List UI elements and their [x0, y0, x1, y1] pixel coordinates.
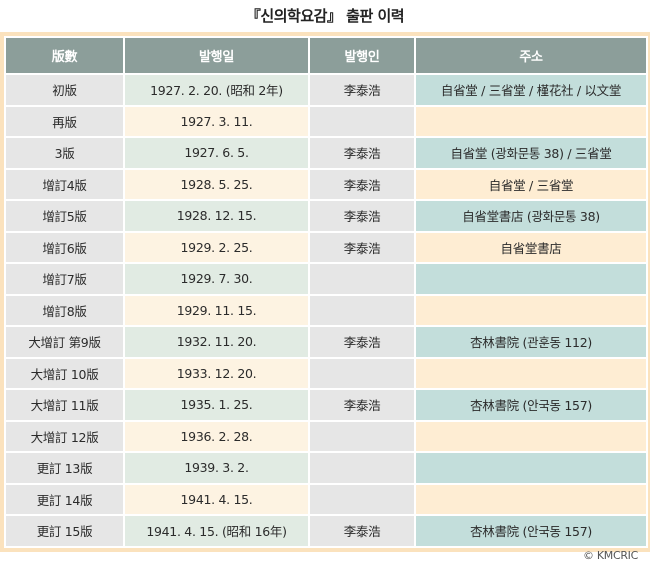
edition-cell: 再版: [6, 106, 123, 136]
date-cell: 1928. 5. 25.: [125, 169, 308, 199]
table-row: 更訂 13版 1939. 3. 2.: [6, 453, 646, 483]
address-cell: 杏林書院 (안국동 157): [416, 516, 646, 546]
publisher-cell: [310, 264, 414, 294]
table-row: 增訂6版 1929. 2. 25. 李泰浩 自省堂書店: [6, 232, 646, 262]
table-row: 大增訂 第9版 1932. 11. 20. 李泰浩 杏林書院 (관훈동 112): [6, 327, 646, 357]
header-publisher: 발행인: [310, 38, 414, 73]
table-row: 增訂5版 1928. 12. 15. 李泰浩 自省堂書店 (광화문통 38): [6, 201, 646, 231]
address-cell: [416, 264, 646, 294]
publisher-cell: 李泰浩: [310, 138, 414, 168]
date-cell: 1935. 1. 25.: [125, 390, 308, 420]
publisher-cell: [310, 106, 414, 136]
edition-cell: 大增訂 12版: [6, 421, 123, 451]
table-row: 大增訂 11版 1935. 1. 25. 李泰浩 杏林書院 (안국동 157): [6, 390, 646, 420]
edition-cell: 更訂 14版: [6, 484, 123, 514]
publisher-cell: [310, 358, 414, 388]
header-date: 발행일: [125, 38, 308, 73]
publisher-cell: [310, 421, 414, 451]
date-cell: 1927. 6. 5.: [125, 138, 308, 168]
date-cell: 1929. 11. 15.: [125, 295, 308, 325]
address-cell: 自省堂 / 三省堂 / 槿花社 / 以文堂: [416, 75, 646, 105]
table-row: 增訂7版 1929. 7. 30.: [6, 264, 646, 294]
address-cell: 自省堂 (광화문통 38) / 三省堂: [416, 138, 646, 168]
address-cell: [416, 484, 646, 514]
date-cell: 1927. 3. 11.: [125, 106, 308, 136]
address-cell: 自省堂 / 三省堂: [416, 169, 646, 199]
address-cell: [416, 421, 646, 451]
page-title: 『신의학요감』 출판 이력: [245, 7, 405, 25]
table-row: 再版 1927. 3. 11.: [6, 106, 646, 136]
table-header-row: 版數 발행일 발행인 주소: [6, 38, 646, 73]
publisher-cell: 李泰浩: [310, 516, 414, 546]
date-cell: 1932. 11. 20.: [125, 327, 308, 357]
edition-cell: 大增訂 第9版: [6, 327, 123, 357]
publisher-cell: 李泰浩: [310, 201, 414, 231]
date-cell: 1941. 4. 15.: [125, 484, 308, 514]
table-row: 更訂 15版 1941. 4. 15. (昭和 16年) 李泰浩 杏林書院 (안…: [6, 516, 646, 546]
edition-cell: 增訂8版: [6, 295, 123, 325]
edition-cell: 大增訂 11版: [6, 390, 123, 420]
publisher-cell: [310, 295, 414, 325]
address-cell: [416, 295, 646, 325]
table-row: 增訂8版 1929. 11. 15.: [6, 295, 646, 325]
table-frame: 版數 발행일 발행인 주소 初版 1927. 2. 20. (昭和 2年) 李泰…: [0, 32, 650, 552]
edition-cell: 3版: [6, 138, 123, 168]
edition-cell: 增訂5版: [6, 201, 123, 231]
publisher-cell: 李泰浩: [310, 75, 414, 105]
date-cell: 1936. 2. 28.: [125, 421, 308, 451]
publication-history-table: 版數 발행일 발행인 주소 初版 1927. 2. 20. (昭和 2年) 李泰…: [4, 36, 648, 548]
date-cell: 1933. 12. 20.: [125, 358, 308, 388]
table-row: 更訂 14版 1941. 4. 15.: [6, 484, 646, 514]
header-edition: 版數: [6, 38, 123, 73]
edition-cell: 增訂6版: [6, 232, 123, 262]
edition-cell: 更訂 15版: [6, 516, 123, 546]
address-cell: 杏林書院 (안국동 157): [416, 390, 646, 420]
date-cell: 1928. 12. 15.: [125, 201, 308, 231]
edition-cell: 增訂4版: [6, 169, 123, 199]
table-row: 增訂4版 1928. 5. 25. 李泰浩 自省堂 / 三省堂: [6, 169, 646, 199]
address-cell: [416, 358, 646, 388]
address-cell: [416, 453, 646, 483]
address-cell: 自省堂書店: [416, 232, 646, 262]
publisher-cell: [310, 453, 414, 483]
edition-cell: 更訂 13版: [6, 453, 123, 483]
address-cell: 自省堂書店 (광화문통 38): [416, 201, 646, 231]
copyright-notice: © KMCRIC: [582, 549, 638, 562]
table-row: 大增訂 12版 1936. 2. 28.: [6, 421, 646, 451]
date-cell: 1941. 4. 15. (昭和 16年): [125, 516, 308, 546]
publisher-cell: [310, 484, 414, 514]
date-cell: 1929. 2. 25.: [125, 232, 308, 262]
address-cell: [416, 106, 646, 136]
publisher-cell: 李泰浩: [310, 232, 414, 262]
address-cell: 杏林書院 (관훈동 112): [416, 327, 646, 357]
header-address: 주소: [416, 38, 646, 73]
publisher-cell: 李泰浩: [310, 390, 414, 420]
date-cell: 1939. 3. 2.: [125, 453, 308, 483]
table-row: 大增訂 10版 1933. 12. 20.: [6, 358, 646, 388]
publisher-cell: 李泰浩: [310, 327, 414, 357]
table-row: 初版 1927. 2. 20. (昭和 2年) 李泰浩 自省堂 / 三省堂 / …: [6, 75, 646, 105]
publisher-cell: 李泰浩: [310, 169, 414, 199]
table-row: 3版 1927. 6. 5. 李泰浩 自省堂 (광화문통 38) / 三省堂: [6, 138, 646, 168]
date-cell: 1929. 7. 30.: [125, 264, 308, 294]
edition-cell: 增訂7版: [6, 264, 123, 294]
date-cell: 1927. 2. 20. (昭和 2年): [125, 75, 308, 105]
edition-cell: 大增訂 10版: [6, 358, 123, 388]
edition-cell: 初版: [6, 75, 123, 105]
